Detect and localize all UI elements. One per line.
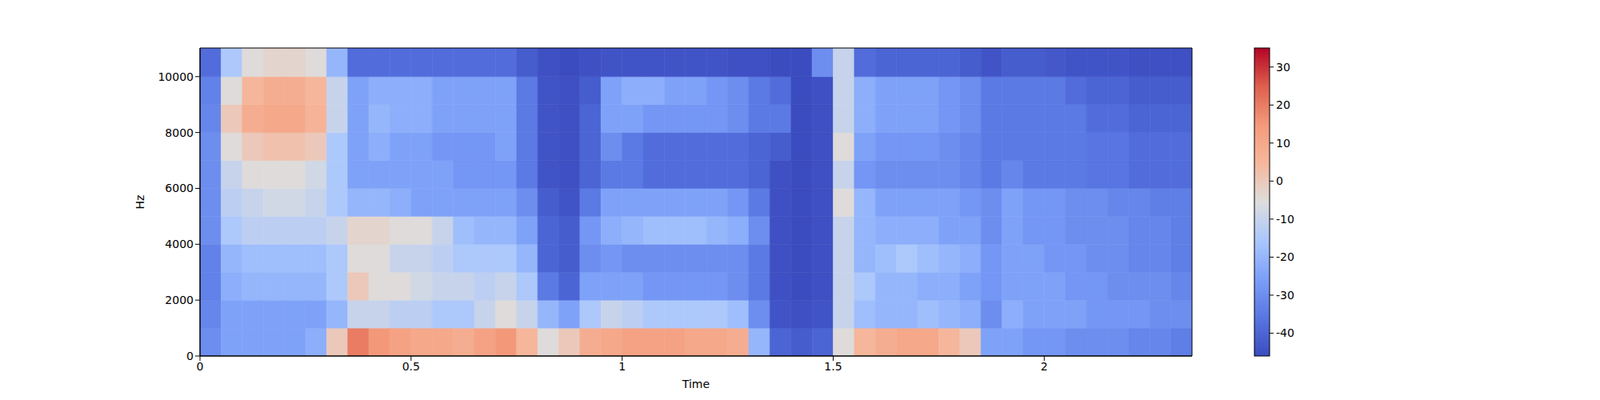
svg-text:4000: 4000 [164, 237, 194, 251]
svg-text:-10: -10 [1276, 212, 1295, 226]
svg-text:0: 0 [1276, 174, 1284, 188]
svg-text:20: 20 [1276, 98, 1291, 112]
svg-text:Time: Time [681, 377, 710, 391]
svg-text:10000: 10000 [157, 70, 194, 84]
svg-text:30: 30 [1276, 60, 1291, 74]
svg-text:0.5: 0.5 [402, 360, 420, 373]
svg-text:6000: 6000 [164, 181, 194, 195]
svg-text:1.5: 1.5 [824, 360, 842, 373]
svg-text:-20: -20 [1276, 250, 1295, 264]
svg-text:-40: -40 [1276, 326, 1295, 340]
svg-text:10: 10 [1276, 136, 1291, 150]
svg-text:1: 1 [618, 360, 626, 373]
svg-text:8000: 8000 [164, 126, 194, 140]
svg-text:2: 2 [1040, 360, 1048, 373]
svg-text:0: 0 [186, 349, 194, 363]
svg-text:Hz: Hz [133, 195, 147, 210]
svg-text:-30: -30 [1276, 288, 1295, 302]
svg-text:2000: 2000 [164, 293, 194, 307]
svg-text:0: 0 [196, 360, 204, 373]
